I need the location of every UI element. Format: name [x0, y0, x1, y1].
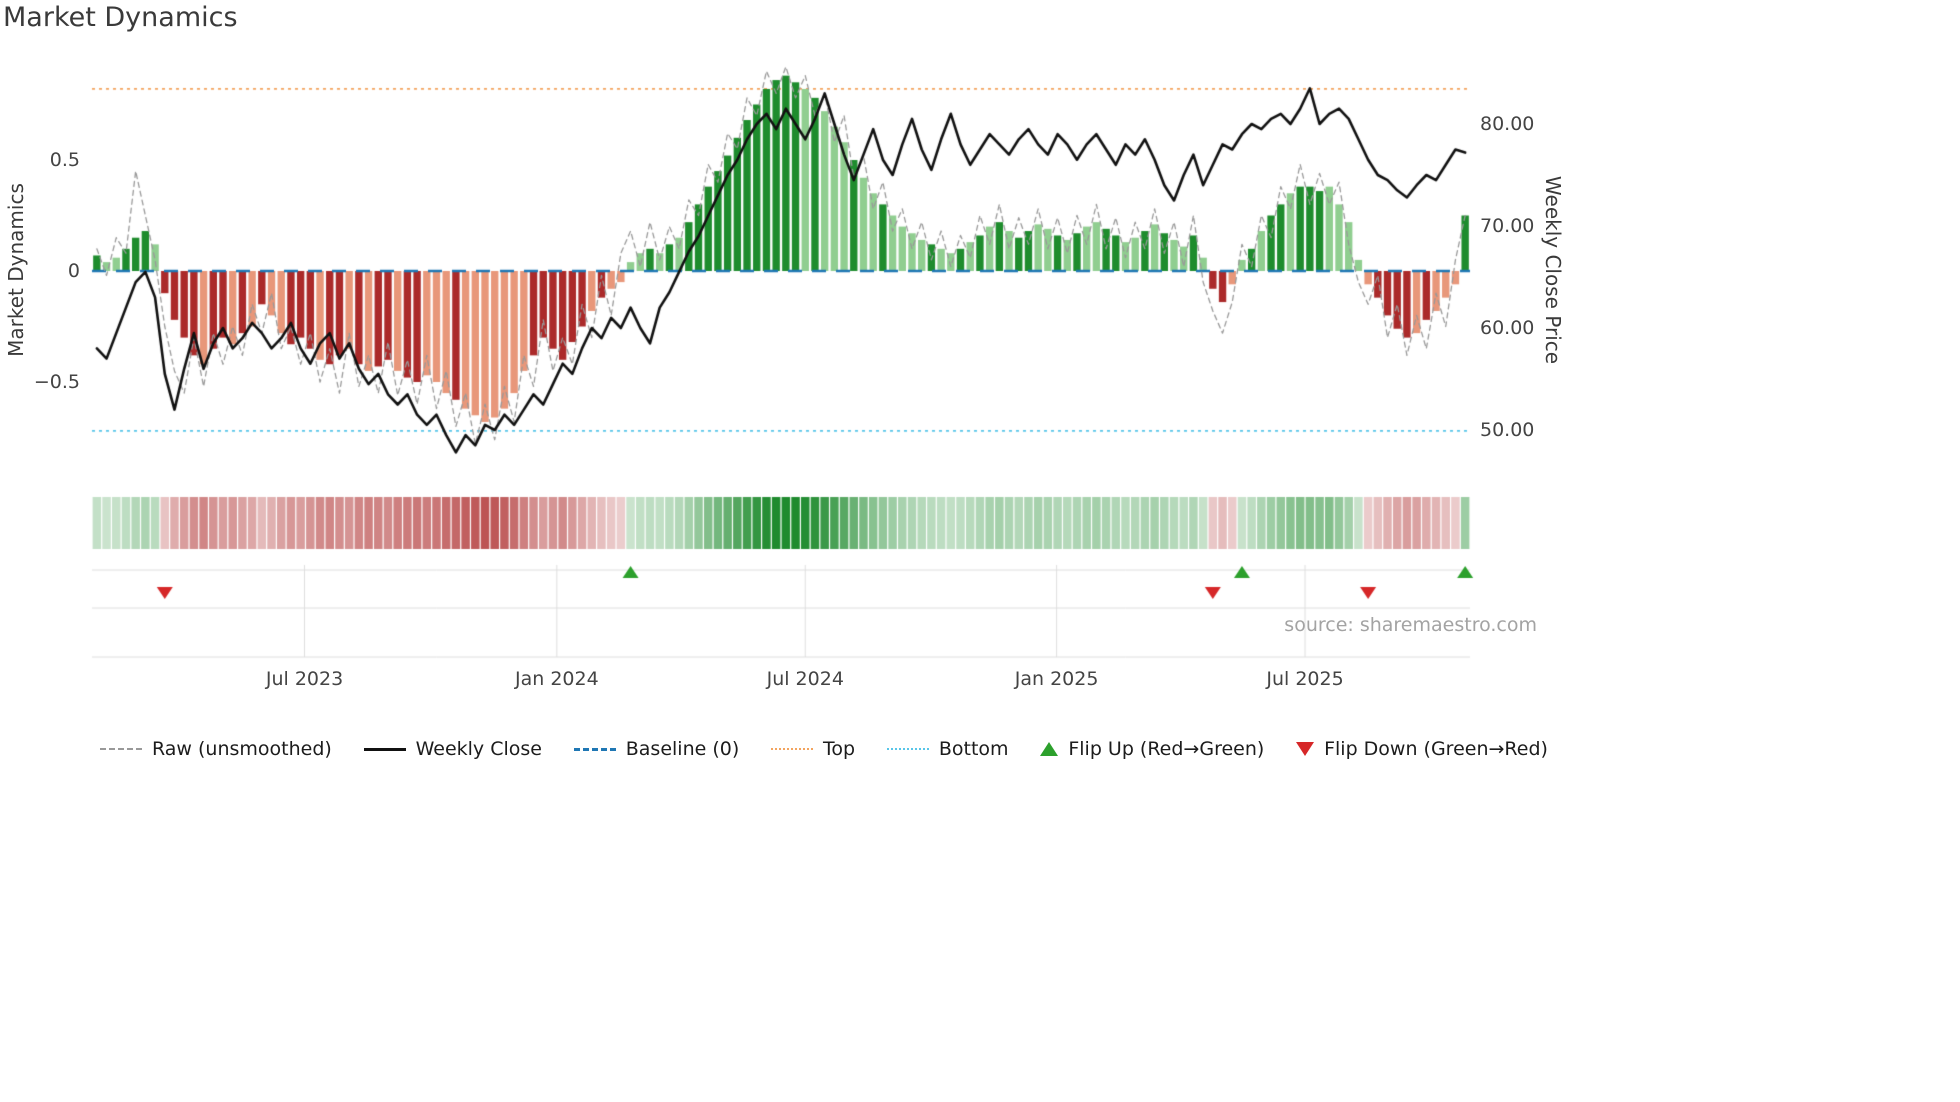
triangle-down-icon	[1296, 742, 1315, 756]
legend-item: Flip Down (Green→Red)	[1296, 738, 1548, 760]
right-tick: 60.00	[1480, 317, 1535, 339]
dotted-bottom-icon	[886, 748, 929, 750]
legend-label: Flip Down (Green→Red)	[1324, 738, 1548, 760]
chart-title: Market Dynamics	[3, 2, 238, 33]
left-tick: 0	[67, 260, 80, 282]
right-axis-label: Weekly Close Price	[1541, 175, 1565, 365]
legend-label: Flip Up (Red→Green)	[1068, 738, 1265, 760]
right-tick: 70.00	[1480, 215, 1535, 237]
dashed-line-icon	[100, 748, 142, 750]
legend-label: Weekly Close	[415, 738, 542, 760]
left-tick: 0.5	[49, 149, 80, 171]
dotted-top-icon	[771, 748, 814, 750]
right-tick: 80.00	[1480, 113, 1535, 135]
x-tick: Jan 2024	[514, 668, 599, 690]
legend-item: Weekly Close	[363, 738, 542, 760]
legend-item: Baseline (0)	[573, 738, 740, 760]
legend-label: Bottom	[938, 738, 1009, 760]
legend-item: Bottom	[886, 738, 1009, 760]
x-tick: Jan 2025	[1014, 668, 1099, 690]
triangle-up-icon	[1040, 742, 1059, 756]
x-tick: Jul 2025	[1266, 668, 1344, 690]
legend-item: Raw (unsmoothed)	[100, 738, 332, 760]
left-tick: −0.5	[33, 371, 80, 393]
legend-label: Raw (unsmoothed)	[152, 738, 332, 760]
source-credit: source: sharemaestro.com	[1284, 614, 1537, 636]
legend: Raw (unsmoothed) Weekly Close Baseline (0)…	[100, 738, 1548, 760]
long-dash-line-icon	[573, 747, 616, 751]
legend-item: Flip Up (Red→Green)	[1040, 738, 1264, 760]
x-tick: Jul 2024	[766, 668, 844, 690]
legend-label: Baseline (0)	[625, 738, 740, 760]
x-tick: Jul 2023	[265, 668, 344, 690]
left-axis-label: Market Dynamics	[4, 183, 28, 357]
right-tick: 50.00	[1480, 419, 1535, 441]
legend-label: Top	[823, 738, 856, 760]
legend-item: Top	[771, 738, 855, 760]
solid-line-icon	[363, 747, 406, 751]
